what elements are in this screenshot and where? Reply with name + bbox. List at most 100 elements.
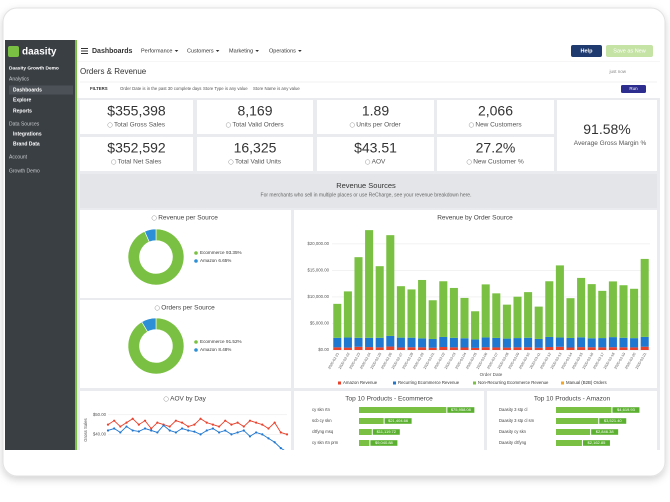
section-name: Dashboards [92, 48, 133, 55]
bar [359, 440, 370, 446]
y-tick-label: $20,000.00 [307, 241, 329, 246]
info-icon [228, 159, 234, 165]
bar [359, 418, 384, 424]
nav-item[interactable]: Integrations [13, 131, 42, 137]
point [205, 421, 208, 424]
panel-title: AOV by Day [170, 396, 207, 403]
bar-segment [439, 347, 448, 350]
menu[interactable]: Performance [141, 48, 173, 54]
bar-segment [577, 277, 586, 338]
legend-value: 91.52% [226, 339, 242, 344]
point [242, 425, 245, 428]
value-badge [591, 429, 619, 435]
bar-segment [354, 346, 363, 350]
point [106, 423, 110, 426]
kpi-tile [80, 100, 193, 134]
bar-segment [608, 281, 617, 338]
kpi-label: Total Gross Sales [114, 122, 166, 129]
sidebar [5, 40, 75, 450]
row-label: Daasity 3 stp cl [499, 407, 527, 412]
filters-label[interactable]: FILTERS [90, 86, 108, 91]
point [285, 433, 289, 436]
menu[interactable]: Marketing [229, 48, 253, 54]
nav-item[interactable]: Dashboards [13, 87, 42, 93]
bar-segment [598, 338, 607, 348]
point [267, 437, 270, 440]
nav-item[interactable]: Explore [13, 97, 32, 103]
kpi-label: Total Valid Orders [232, 122, 284, 129]
bar-segment [545, 336, 554, 348]
bar-segment [386, 346, 395, 350]
bar-segment [333, 347, 342, 350]
caret [298, 50, 302, 52]
point [230, 433, 233, 436]
bar-segment [471, 311, 480, 340]
nav-item[interactable]: Growth Demo [9, 168, 40, 174]
point [187, 425, 190, 428]
nav-item[interactable]: Account [9, 154, 28, 160]
bar-segment [481, 284, 490, 338]
bar-segment [502, 338, 511, 348]
filter: Order Date is in the past 30 complete da… [120, 86, 201, 91]
y-tick-label: $0.00 [318, 347, 329, 352]
bar-segment [524, 292, 533, 338]
save-button[interactable] [606, 45, 653, 57]
bar [556, 429, 591, 435]
bar-segment [418, 279, 427, 339]
help-button[interactable] [571, 45, 602, 57]
info-icon [349, 122, 355, 128]
section-band [80, 174, 657, 208]
bar-segment [630, 288, 639, 339]
value-label: $21,404.66 [388, 418, 409, 423]
menu[interactable]: Customers [187, 48, 214, 54]
point [156, 421, 159, 424]
panel-title: Orders per Source [161, 305, 215, 312]
bar-segment [577, 337, 586, 348]
y-tick-label: $40.00 [93, 432, 107, 437]
bar-segment [566, 347, 575, 350]
point [193, 423, 196, 426]
bar-segment [428, 300, 437, 339]
nav-item[interactable]: Data Sources [9, 121, 40, 127]
point [199, 433, 202, 436]
bar-segment [365, 230, 374, 338]
point [211, 423, 215, 426]
menu[interactable]: Operations [269, 48, 296, 54]
point [137, 423, 140, 426]
y-axis-label: Gross Sales [83, 418, 88, 441]
nav-item[interactable]: Analytics [9, 76, 30, 82]
run-button[interactable] [621, 85, 646, 93]
bar-segment [428, 338, 437, 348]
filter: Store Type is any value [203, 86, 248, 91]
bar-segment [502, 347, 511, 350]
bar-segment [492, 337, 501, 348]
point [205, 429, 208, 432]
point [131, 417, 134, 420]
point [236, 431, 239, 434]
info-icon [154, 305, 160, 311]
bar-segment [555, 265, 564, 338]
point [279, 431, 282, 434]
legend-swatch [194, 251, 198, 255]
bar-segment [407, 347, 416, 350]
bar-segment [566, 337, 575, 348]
bar [359, 407, 447, 413]
bar-segment [396, 347, 405, 350]
value-label: $11,119.72 [377, 429, 397, 434]
nav-item[interactable]: Reports [13, 108, 32, 114]
bar [556, 407, 612, 413]
point [125, 421, 128, 424]
value-badge [582, 440, 610, 446]
sidebar-accent [75, 40, 77, 450]
legend-swatch [194, 259, 198, 263]
y-tick-label: $50.00 [93, 412, 107, 417]
value-badge [372, 429, 400, 435]
row-label: cltfyng msq [312, 429, 334, 434]
nav-item[interactable]: Brand Data [13, 141, 40, 147]
logo: daasity [22, 47, 57, 58]
menu-icon[interactable] [81, 48, 88, 54]
bar-segment [545, 281, 554, 337]
bar-segment [365, 347, 374, 350]
